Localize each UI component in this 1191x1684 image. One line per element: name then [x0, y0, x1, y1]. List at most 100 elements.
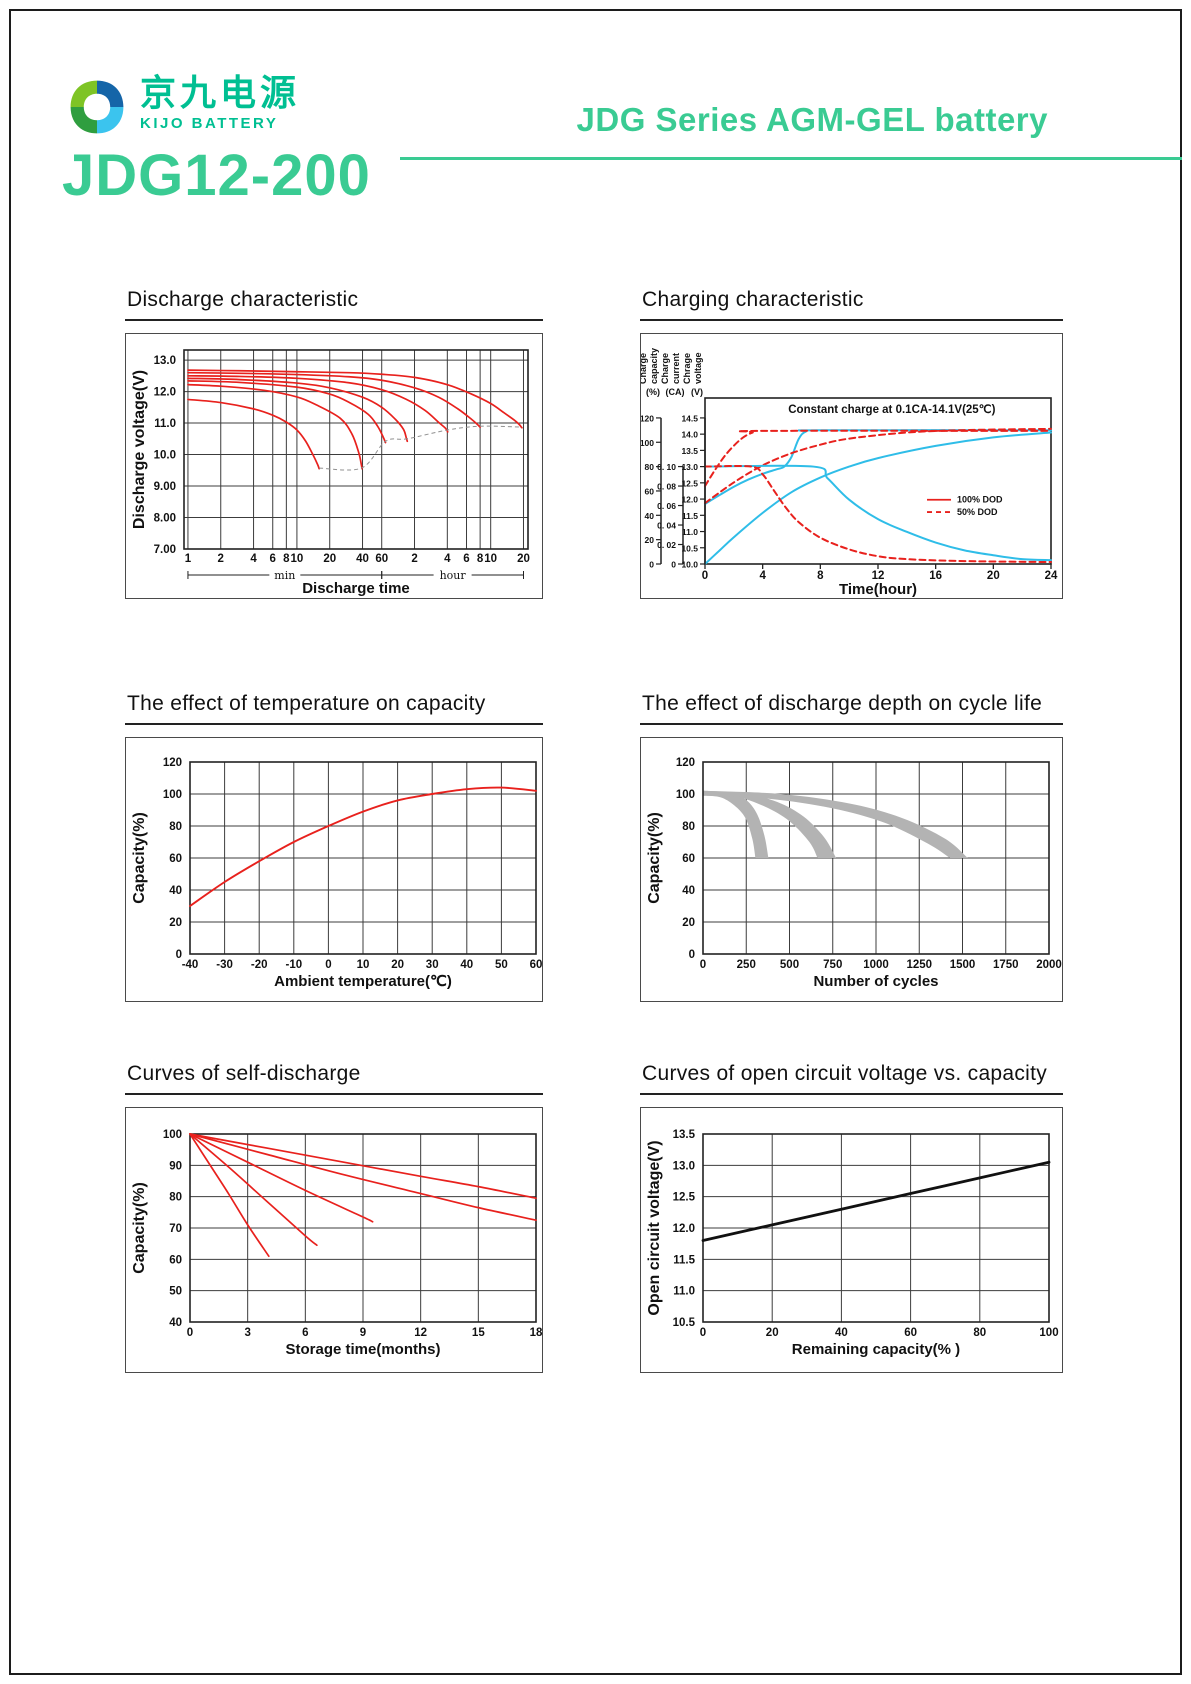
svg-text:10: 10 [291, 553, 304, 565]
svg-text:0: 0 [700, 1327, 706, 1339]
svg-text:(CA): (CA) [666, 387, 685, 397]
series-underline [400, 157, 1182, 160]
svg-text:10: 10 [484, 553, 497, 565]
svg-text:11.0: 11.0 [154, 418, 176, 430]
svg-text:40: 40 [356, 553, 369, 565]
svg-text:18: 18 [530, 1327, 543, 1339]
svg-text:100: 100 [1039, 1327, 1058, 1339]
svg-text:40: 40 [835, 1327, 848, 1339]
temperature-capacity-chart: -40 -30 -20 -10 0 10 20 30 40 50 60 Ambient tempera… [131, 757, 542, 990]
svg-text:capacity: capacity [649, 348, 659, 384]
model-number: JDG12-200 [62, 143, 371, 208]
svg-text:750: 750 [823, 959, 842, 971]
svg-text:40: 40 [460, 959, 473, 971]
svg-text:8: 8 [817, 570, 824, 582]
svg-text:Constant charge at 0.1CA-14.1V: Constant charge at 0.1CA-14.1V(25℃) [788, 403, 995, 416]
svg-text:Storage time(months): Storage time(months) [285, 1341, 440, 1358]
svg-text:hour: hour [440, 569, 467, 582]
panel-title: The effect of discharge depth on cycle l… [640, 692, 1063, 725]
svg-text:2: 2 [218, 553, 224, 565]
brand-logo: 京九电源 KIJO BATTERY [64, 74, 300, 140]
svg-text:40: 40 [169, 885, 182, 897]
svg-text:7.00: 7.00 [154, 544, 176, 556]
svg-text:1000: 1000 [863, 959, 889, 971]
panel-cycle-life: The effect of discharge depth on cycle l… [640, 692, 1063, 1002]
svg-text:Number of cycles: Number of cycles [813, 973, 938, 990]
svg-text:9: 9 [360, 1327, 366, 1339]
svg-text:20: 20 [169, 917, 182, 929]
chart-box: 0 20 40 60 80 100 Remaining capacity(% ) 10.5 11… [640, 1107, 1063, 1373]
svg-text:4: 4 [250, 553, 257, 565]
chart-box: -40 -30 -20 -10 0 10 20 30 40 50 60 Ambient tempera… [125, 737, 543, 1002]
panel-discharge-characteristic: Discharge characteristic 1 2 4 6 8 10 20 40 60 2 4… [125, 288, 543, 599]
svg-text:10.5: 10.5 [673, 1317, 696, 1329]
brand-name-cn: 京九电源 [140, 72, 301, 113]
svg-text:50: 50 [495, 959, 508, 971]
svg-text:20: 20 [391, 959, 404, 971]
svg-text:0. 06: 0. 06 [657, 501, 676, 511]
svg-text:70: 70 [169, 1223, 182, 1235]
svg-text:0: 0 [671, 560, 676, 570]
kijo-logo-icon [70, 80, 124, 134]
svg-text:12.5: 12.5 [681, 478, 698, 488]
svg-text:Remaining capacity(% ): Remaining capacity(% ) [792, 1341, 960, 1358]
svg-text:0: 0 [689, 949, 695, 961]
chart-box: 0 4 8 12 16 20 24 Time(hour) 10.0 10.5 11.0 11.5 12.… [640, 333, 1063, 599]
svg-text:0. 08: 0. 08 [657, 482, 676, 492]
svg-text:12.0: 12.0 [673, 1223, 695, 1235]
svg-text:50: 50 [169, 1286, 182, 1298]
svg-text:Charge: Charge [641, 353, 648, 384]
svg-text:20: 20 [987, 570, 1000, 582]
svg-text:10.0: 10.0 [681, 560, 698, 570]
svg-text:100: 100 [641, 438, 654, 448]
svg-text:3: 3 [244, 1327, 250, 1339]
svg-text:16: 16 [929, 570, 942, 582]
svg-text:12.5: 12.5 [673, 1192, 696, 1204]
svg-text:14.0: 14.0 [681, 430, 698, 440]
svg-text:-40: -40 [182, 959, 199, 971]
svg-text:11.5: 11.5 [673, 1254, 695, 1266]
svg-text:12.0: 12.0 [154, 387, 176, 399]
svg-text:1250: 1250 [906, 959, 932, 971]
svg-text:80: 80 [169, 1192, 182, 1204]
panel-title: Discharge characteristic [125, 288, 543, 321]
svg-text:20: 20 [766, 1327, 779, 1339]
panel-title: Charging characteristic [640, 288, 1063, 321]
svg-text:30: 30 [426, 959, 439, 971]
panel-ocv-capacity: Curves of open circuit voltage vs. capac… [640, 1062, 1063, 1373]
svg-text:6: 6 [302, 1327, 308, 1339]
svg-text:0. 02: 0. 02 [657, 540, 676, 550]
svg-text:60: 60 [904, 1327, 917, 1339]
svg-text:60: 60 [645, 486, 655, 496]
svg-text:(V): (V) [691, 387, 703, 397]
self-discharge-chart: 0 3 6 9 12 15 18 Storage time(months) 40 50 60 70 80… [131, 1129, 543, 1358]
svg-text:Chrage: Chrage [682, 353, 692, 384]
svg-text:120: 120 [676, 757, 695, 769]
svg-text:11.5: 11.5 [682, 511, 698, 521]
svg-text:Capacity(%): Capacity(%) [131, 1182, 148, 1274]
svg-text:120: 120 [641, 413, 654, 423]
svg-text:20: 20 [645, 535, 655, 545]
brand-text: 京九电源 KIJO BATTERY [140, 74, 300, 132]
svg-text:10.0: 10.0 [154, 450, 176, 462]
svg-text:40: 40 [645, 511, 655, 521]
brand-name-en: KIJO BATTERY [140, 114, 279, 132]
svg-text:9.00: 9.00 [154, 481, 176, 493]
chart-box: 0 3 6 9 12 15 18 Storage time(months) 40 50 60 70 80… [125, 1107, 543, 1373]
svg-text:80: 80 [973, 1327, 986, 1339]
svg-text:13.5: 13.5 [673, 1129, 696, 1141]
svg-text:Capacity(%): Capacity(%) [646, 812, 663, 904]
svg-text:100: 100 [163, 1129, 182, 1141]
svg-text:-30: -30 [216, 959, 233, 971]
svg-text:13.0: 13.0 [673, 1160, 695, 1172]
svg-text:13.0: 13.0 [154, 355, 176, 367]
svg-text:14.5: 14.5 [681, 413, 698, 423]
panel-title: Curves of open circuit voltage vs. capac… [640, 1062, 1063, 1095]
svg-text:Capacity(%): Capacity(%) [131, 812, 148, 904]
svg-text:40: 40 [169, 1317, 182, 1329]
svg-text:2000: 2000 [1036, 959, 1062, 971]
svg-text:(%): (%) [646, 387, 660, 397]
svg-text:4: 4 [444, 553, 451, 565]
